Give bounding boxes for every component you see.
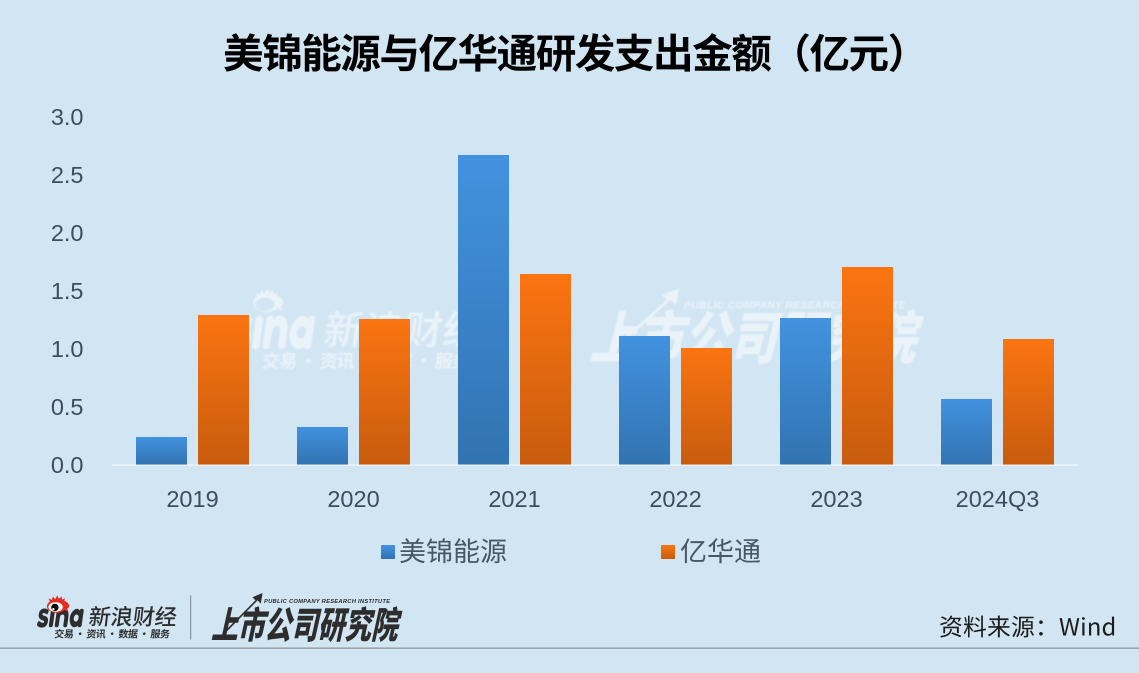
svg-text:PUBLIC COMPANY RESEARCH INSTIT: PUBLIC COMPANY RESEARCH INSTITUTE	[684, 301, 907, 312]
svg-text:3.0: 3.0	[51, 104, 84, 130]
svg-text:2019: 2019	[166, 486, 218, 512]
svg-text:2020: 2020	[327, 486, 379, 512]
svg-text:1.5: 1.5	[51, 278, 84, 304]
svg-text:0.0: 0.0	[51, 452, 84, 478]
svg-text:2024Q3: 2024Q3	[956, 486, 1040, 512]
svg-text:1.0: 1.0	[51, 336, 84, 362]
svg-text:PUBLIC COMPANY RESEARCH INSTIT: PUBLIC COMPANY RESEARCH INSTITUTE	[264, 599, 391, 605]
svg-text:2023: 2023	[810, 486, 862, 512]
svg-text:2.5: 2.5	[51, 162, 84, 188]
svg-text:2021: 2021	[488, 486, 540, 512]
svg-text:2022: 2022	[649, 486, 701, 512]
svg-text:2.0: 2.0	[51, 220, 84, 246]
svg-text:0.5: 0.5	[51, 394, 84, 420]
